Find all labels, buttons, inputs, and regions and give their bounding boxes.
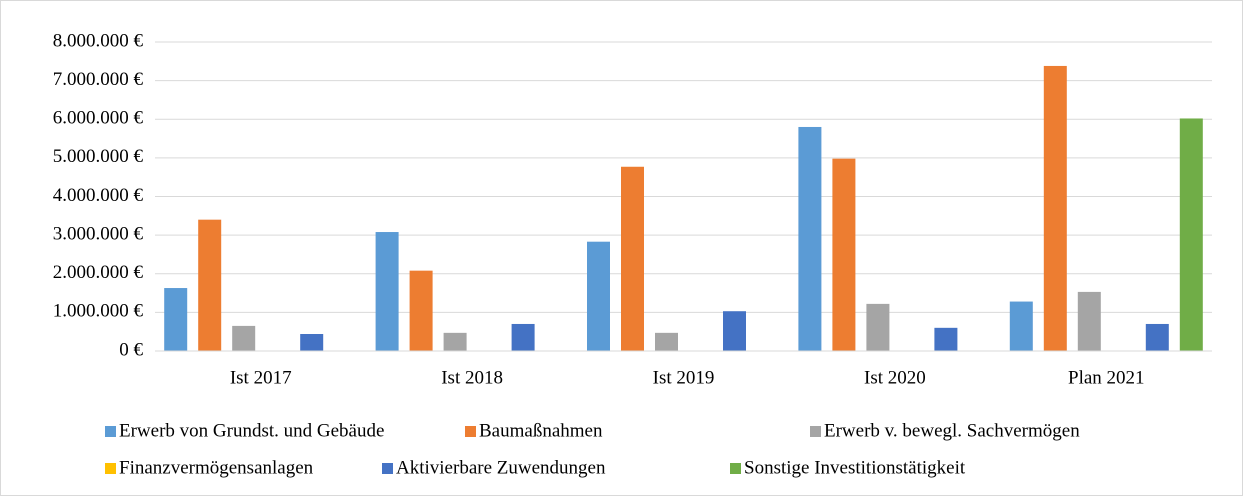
bar: [587, 241, 610, 351]
bar: [164, 288, 188, 351]
bar: [934, 327, 958, 351]
bar: [866, 303, 890, 351]
bar: [1043, 65, 1067, 351]
bar: [798, 126, 822, 351]
y-tick-label: 4.000.000 €: [53, 185, 144, 206]
legend-label: Sonstige Investitionstätigkeit: [744, 457, 966, 478]
x-tick-label: Ist 2017: [230, 367, 292, 388]
legend-swatch: [105, 463, 116, 474]
y-tick-label: 7.000.000 €: [53, 69, 144, 90]
bar: [409, 270, 433, 351]
legend-swatch: [382, 463, 393, 474]
legend-label: Aktivierbare Zuwendungen: [396, 457, 606, 478]
y-tick-label: 5.000.000 €: [53, 146, 144, 167]
y-tick-label: 3.000.000 €: [53, 223, 144, 244]
bar: [723, 311, 746, 351]
bar: [832, 158, 856, 351]
bar: [1179, 118, 1203, 351]
legend-label: Erwerb v. bewegl. Sachvermögen: [824, 420, 1080, 441]
legend-swatch: [105, 426, 116, 437]
bar: [1009, 301, 1033, 351]
legend-swatch: [730, 463, 741, 474]
legend-label: Erwerb von Grundst. und Gebäude: [119, 420, 384, 441]
y-tick-label: 8.000.000 €: [53, 30, 144, 51]
bar: [300, 334, 324, 351]
legend-label: Baumaßnahmen: [479, 420, 603, 441]
legend-label: Finanzvermögensanlagen: [119, 457, 314, 478]
bar: [655, 332, 678, 351]
y-tick-label: 1.000.000 €: [53, 301, 144, 322]
y-tick-label: 0 €: [119, 339, 143, 360]
bar: [198, 219, 222, 351]
legend-swatch: [810, 426, 821, 437]
bar: [511, 323, 535, 351]
legend-swatch: [465, 426, 476, 437]
y-tick-label: 2.000.000 €: [53, 262, 144, 283]
bar: [443, 332, 467, 351]
bar: [232, 325, 256, 351]
bar: [621, 166, 644, 351]
x-tick-label: Ist 2019: [653, 367, 715, 388]
bar: [375, 232, 399, 351]
x-tick-label: Ist 2018: [441, 367, 503, 388]
x-tick-label: Ist 2020: [864, 367, 926, 388]
x-tick-label: Plan 2021: [1068, 367, 1145, 388]
y-tick-label: 6.000.000 €: [53, 108, 144, 129]
bar: [1077, 291, 1101, 351]
bar: [1145, 323, 1169, 351]
